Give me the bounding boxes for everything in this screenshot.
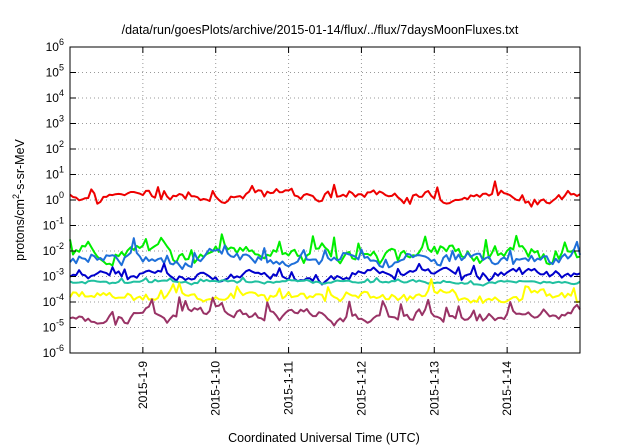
y-tick-base: 10 [43, 295, 57, 309]
series-line-5 [69, 276, 581, 287]
y-tick-label: 100 [46, 190, 64, 207]
y-tick-exp: 0 [59, 190, 64, 200]
series-line-6 [69, 278, 581, 304]
series-line-1 [69, 180, 581, 208]
series-line-3 [69, 237, 581, 270]
y-tick-label: 10-3 [43, 267, 64, 284]
x-tick-labels: 2015-1-9 2015-1-10 2015-1-11 2015-1-12 2015-… [136, 361, 514, 416]
y-tick-exp: 5 [59, 63, 64, 73]
y-tick-label: 102 [46, 139, 64, 156]
y-tick-exp: 3 [59, 114, 64, 124]
x-tick-label: 2015-1-12 [354, 361, 368, 416]
y-tick-base: 10 [43, 321, 57, 335]
y-tick-label: 106 [46, 37, 64, 54]
y-tick-exp: -1 [56, 216, 64, 226]
y-tick-base: 10 [43, 219, 57, 233]
y-tick-label: 10-1 [43, 216, 64, 233]
series-line-2 [69, 233, 581, 267]
y-tick-base: 10 [46, 66, 60, 80]
y-tick-base: 10 [46, 91, 60, 105]
y-axis-label-main: protons/cm [13, 199, 27, 261]
axes-ticks [70, 46, 580, 354]
y-tick-exp: 4 [59, 88, 64, 98]
chart-title: /data/run/goesPlots/archive/2015-01-14/f… [122, 23, 519, 37]
y-tick-label: 101 [46, 165, 64, 182]
y-tick-label: 10-5 [43, 318, 64, 335]
y-tick-exp: -6 [56, 343, 64, 353]
y-axis-label-rest: -s-sr-MeV [13, 138, 27, 194]
y-tick-label: 105 [46, 63, 64, 80]
y-axis-label-sup: 2 [11, 194, 21, 199]
plot-frame [69, 46, 581, 354]
x-tick-label: 2015-1-10 [209, 361, 223, 416]
y-tick-exp: -3 [56, 267, 64, 277]
y-axis-label: protons/cm2-s-sr-MeV [11, 138, 27, 260]
grid [70, 47, 580, 353]
x-tick-label: 2015-1-9 [136, 361, 150, 409]
x-tick-label: 2015-1-14 [500, 361, 514, 416]
x-tick-label: 2015-1-11 [282, 361, 296, 415]
y-tick-base: 10 [46, 117, 60, 131]
x-axis-label: Coordinated Universal Time (UTC) [228, 431, 420, 445]
y-tick-exp: 1 [59, 165, 64, 175]
y-tick-exp: 2 [59, 139, 64, 149]
y-tick-exp: 6 [59, 37, 64, 47]
y-tick-base: 10 [46, 168, 60, 182]
y-tick-exp: -5 [56, 318, 64, 328]
series-line-4 [69, 262, 581, 286]
y-tick-base: 10 [46, 142, 60, 156]
series-group [69, 180, 581, 327]
y-tick-exp: -2 [56, 241, 64, 251]
y-tick-base: 10 [46, 40, 60, 54]
y-tick-label: 10-4 [43, 292, 64, 309]
y-tick-label: 10-2 [43, 241, 64, 258]
y-tick-label: 10-6 [43, 343, 64, 360]
y-tick-labels: 10-610-510-410-310-210-11001011021031041… [43, 37, 64, 360]
x-tick-label: 2015-1-13 [427, 361, 441, 416]
y-tick-base: 10 [43, 346, 57, 360]
y-tick-exp: -4 [56, 292, 64, 302]
y-tick-label: 103 [46, 114, 64, 131]
y-tick-label: 104 [46, 88, 64, 105]
y-tick-base: 10 [43, 270, 57, 284]
series-line-7 [69, 296, 581, 327]
y-tick-base: 10 [46, 193, 60, 207]
y-tick-base: 10 [43, 244, 57, 258]
